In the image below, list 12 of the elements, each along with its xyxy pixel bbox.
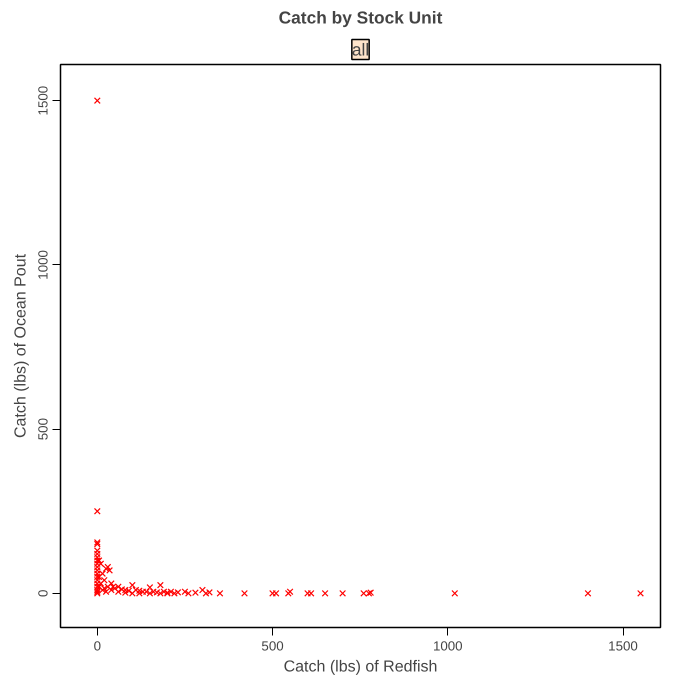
y-tick-label: 0	[36, 590, 50, 598]
x-axis-title: Catch (lbs) of Redfish	[284, 658, 438, 676]
x-tick-label: 0	[94, 638, 102, 654]
chart-subtitle: all	[352, 40, 370, 60]
x-tick-label: 1000	[432, 638, 463, 654]
x-tick-label: 1500	[608, 638, 638, 654]
y-axis-title: Catch (lbs) of Ocean Pout	[12, 253, 30, 438]
chart-title: Catch by Stock Unit	[278, 8, 443, 28]
y-tick-label: 1000	[36, 250, 50, 280]
x-tick-label: 500	[261, 638, 284, 654]
y-tick-label: 500	[36, 418, 50, 440]
y-tick-label: 1500	[36, 86, 50, 116]
